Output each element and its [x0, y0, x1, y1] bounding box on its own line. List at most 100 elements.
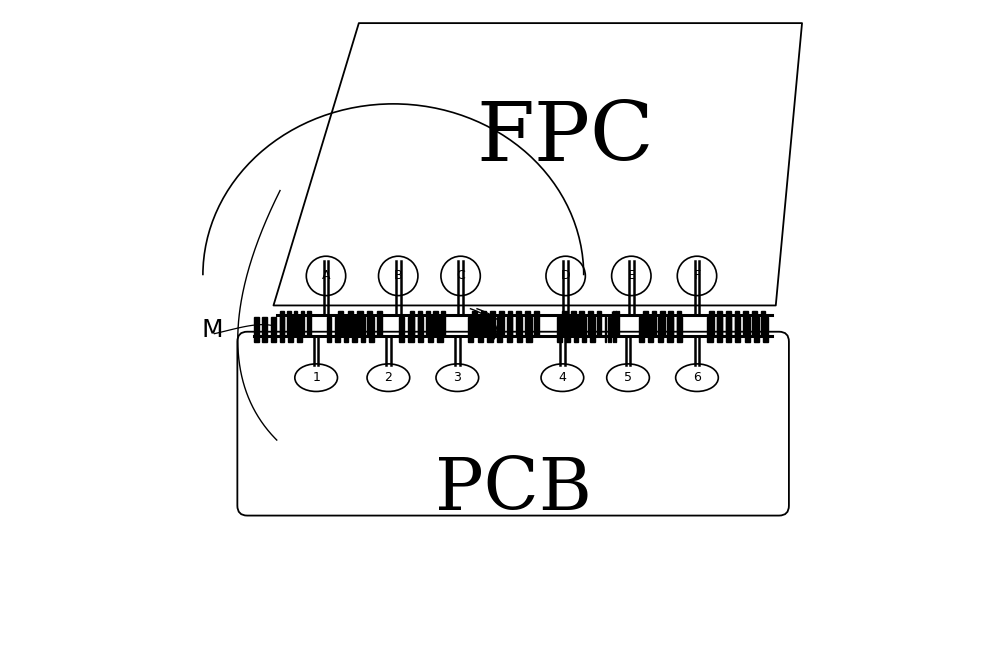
Text: A: A [322, 269, 330, 283]
Bar [280, 311, 284, 336]
Bar [367, 311, 372, 336]
Bar [335, 318, 340, 342]
Bar [658, 318, 663, 342]
Circle shape [612, 256, 651, 295]
Bar [369, 318, 374, 342]
Ellipse shape [676, 364, 718, 391]
Bar [271, 318, 276, 342]
Text: 1: 1 [312, 371, 320, 384]
Bar [433, 311, 438, 336]
Bar [565, 318, 570, 342]
Bar [426, 311, 430, 336]
Bar [428, 318, 433, 342]
Bar [745, 318, 750, 342]
Bar [726, 311, 731, 336]
Bar [344, 318, 348, 342]
Text: 4: 4 [558, 371, 566, 384]
Circle shape [379, 256, 418, 295]
Text: C: C [456, 269, 465, 283]
Bar [534, 311, 539, 336]
Bar [262, 318, 267, 342]
Bar [499, 311, 504, 336]
Bar [490, 311, 495, 336]
Bar [610, 318, 611, 342]
Bar [288, 318, 293, 342]
Bar [615, 318, 616, 342]
Bar [707, 318, 713, 342]
Bar [410, 311, 414, 336]
Text: FPC: FPC [477, 98, 655, 178]
Text: 2: 2 [384, 371, 392, 384]
Bar [668, 311, 673, 336]
Circle shape [546, 256, 585, 295]
Bar [516, 311, 521, 336]
Ellipse shape [607, 364, 649, 391]
Bar [613, 318, 614, 342]
Bar [437, 318, 443, 342]
Bar [648, 318, 653, 342]
Bar [735, 311, 739, 336]
Bar [481, 311, 486, 336]
Bar [590, 318, 595, 342]
Bar [639, 318, 644, 342]
Bar [735, 318, 740, 342]
Bar [571, 311, 576, 336]
Bar [357, 311, 363, 336]
Bar [352, 318, 357, 342]
Bar [726, 318, 731, 342]
Bar [508, 311, 512, 336]
Bar [667, 318, 673, 342]
Bar [717, 311, 722, 336]
Bar [348, 311, 353, 336]
Text: M: M [201, 318, 223, 342]
Bar [752, 311, 757, 336]
Bar [608, 318, 609, 342]
Bar [361, 318, 365, 342]
Ellipse shape [436, 364, 479, 391]
Circle shape [677, 256, 717, 295]
Bar [301, 311, 304, 336]
Bar [574, 318, 578, 342]
Bar [660, 311, 665, 336]
Text: F: F [693, 269, 701, 283]
Ellipse shape [295, 364, 337, 391]
Ellipse shape [367, 364, 410, 391]
Bar [280, 318, 284, 342]
Text: 3: 3 [453, 371, 461, 384]
Bar [763, 318, 768, 342]
Bar [472, 311, 477, 336]
Circle shape [306, 256, 346, 295]
Text: PCB: PCB [435, 454, 592, 525]
Bar [441, 311, 445, 336]
Bar [294, 311, 297, 336]
Bar [307, 311, 311, 336]
Bar [761, 311, 765, 336]
Bar [557, 318, 562, 342]
Text: E: E [627, 269, 635, 283]
Bar [468, 318, 473, 342]
Bar [497, 318, 502, 342]
Bar [605, 318, 606, 342]
Bar [677, 318, 682, 342]
Bar [338, 311, 343, 336]
Bar [297, 318, 302, 342]
Bar [254, 318, 259, 342]
Bar [709, 311, 714, 336]
Ellipse shape [541, 364, 584, 391]
Bar [408, 318, 414, 342]
Bar [717, 318, 722, 342]
Text: D: D [561, 269, 570, 283]
Bar [478, 318, 483, 342]
Bar [562, 311, 567, 336]
Bar [507, 318, 512, 342]
Bar [487, 318, 493, 342]
Bar [287, 311, 291, 336]
Text: B: B [394, 269, 403, 283]
Bar [754, 318, 759, 342]
Bar [399, 318, 404, 342]
Text: 5: 5 [624, 371, 632, 384]
Text: 6: 6 [693, 371, 701, 384]
Bar [588, 311, 593, 336]
Bar [743, 311, 748, 336]
Bar [418, 311, 422, 336]
